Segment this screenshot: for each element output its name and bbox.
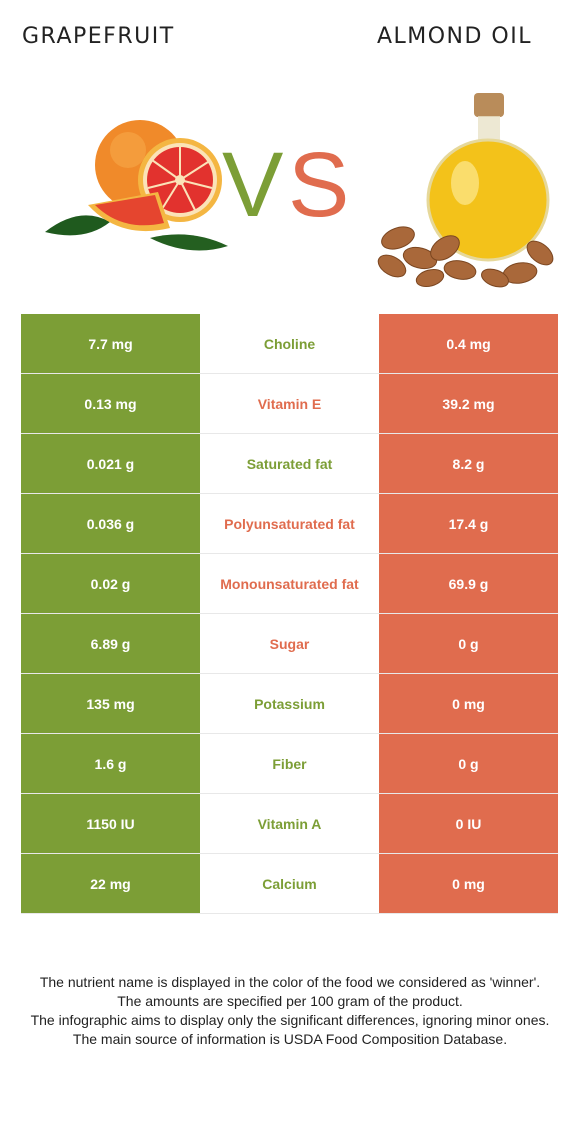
right-food-title: ALMOND OIL: [376, 24, 532, 49]
nutrient-name: Monounsaturated fat: [200, 554, 379, 613]
vs-letter-s: S: [288, 138, 349, 228]
almond-oil-value: 0 mg: [379, 674, 558, 733]
grapefruit-value: 7.7 mg: [21, 314, 200, 373]
almond-oil-value: 0.4 mg: [379, 314, 558, 373]
left-food-title: GRAPEFRUIT: [22, 24, 175, 49]
grapefruit-image: [45, 120, 228, 251]
nutrient-name: Choline: [200, 314, 379, 373]
almond-oil-value: 39.2 mg: [379, 374, 558, 433]
grapefruit-value: 0.13 mg: [21, 374, 200, 433]
almond-oil-value: 69.9 g: [379, 554, 558, 613]
grapefruit-value: 0.036 g: [21, 494, 200, 553]
table-row: 22 mg Calcium 0 mg: [21, 854, 558, 914]
grapefruit-value: 1.6 g: [21, 734, 200, 793]
nutrient-name: Vitamin A: [200, 794, 379, 853]
footer-line-2: The amounts are specified per 100 gram o…: [117, 993, 463, 1009]
nutrient-name: Vitamin E: [200, 374, 379, 433]
footer-line-4: The main source of information is USDA F…: [72, 1031, 508, 1047]
nutrient-name: Calcium: [200, 854, 379, 913]
nutrient-name: Potassium: [200, 674, 379, 733]
almond-oil-value: 0 g: [379, 614, 558, 673]
nutrient-name: Polyunsaturated fat: [200, 494, 379, 553]
nutrient-name: Fiber: [200, 734, 379, 793]
almond-oil-value: 0 g: [379, 734, 558, 793]
almond-oil-value: 17.4 g: [379, 494, 558, 553]
table-row: 1.6 g Fiber 0 g: [21, 734, 558, 794]
almond-oil-value: 0 IU: [379, 794, 558, 853]
grapefruit-value: 0.021 g: [21, 434, 200, 493]
grapefruit-value: 1150 IU: [21, 794, 200, 853]
nutrient-name: Sugar: [200, 614, 379, 673]
nutrient-name: Saturated fat: [200, 434, 379, 493]
table-row: 7.7 mg Choline 0.4 mg: [21, 314, 558, 374]
comparison-table: 7.7 mg Choline 0.4 mg 0.13 mg Vitamin E 39.2 …: [21, 314, 558, 914]
table-row: 135 mg Potassium 0 mg: [21, 674, 558, 734]
almond-oil-value: 8.2 g: [379, 434, 558, 493]
footer-line-3: The infographic aims to display only the…: [30, 1012, 550, 1028]
vs-label: V S: [222, 138, 349, 228]
table-row: 0.021 g Saturated fat 8.2 g: [21, 434, 558, 494]
footer-notes: The nutrient name is displayed in the co…: [20, 973, 560, 1049]
vs-letter-v: V: [222, 138, 283, 228]
almond-oil-image: [377, 93, 554, 288]
grapefruit-value: 135 mg: [21, 674, 200, 733]
almond-oil-value: 0 mg: [379, 854, 558, 913]
footer-line-1: The nutrient name is displayed in the co…: [39, 974, 541, 990]
grapefruit-value: 22 mg: [21, 854, 200, 913]
grapefruit-value: 6.89 g: [21, 614, 200, 673]
grapefruit-value: 0.02 g: [21, 554, 200, 613]
table-row: 0.02 g Monounsaturated fat 69.9 g: [21, 554, 558, 614]
table-row: 0.13 mg Vitamin E 39.2 mg: [21, 374, 558, 434]
table-row: 0.036 g Polyunsaturated fat 17.4 g: [21, 494, 558, 554]
table-row: 6.89 g Sugar 0 g: [21, 614, 558, 674]
